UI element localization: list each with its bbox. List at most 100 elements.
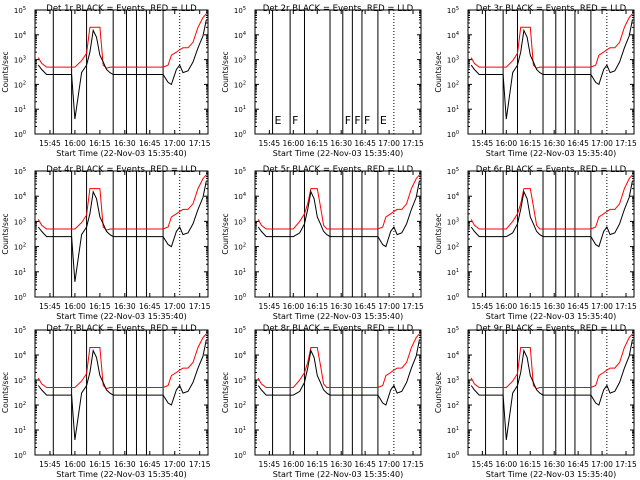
x-tick-label: 15:45	[472, 460, 494, 469]
x-axis-label: Start Time (22-Nov-03 15:35:40)	[486, 149, 616, 158]
chart-panel-4: Det 4r BLACK = Events, RED = LLD 100 101 10…	[1, 165, 211, 321]
y-axis-label: Counts/sec	[221, 372, 230, 413]
y-tick-label: 105	[234, 326, 246, 335]
x-tick-label: 16:00	[64, 139, 86, 148]
y-axis-label: Counts/sec	[434, 213, 443, 254]
x-tick-label: 16:15	[89, 460, 111, 469]
y-tick-label: 104	[447, 351, 459, 360]
y-tick-label: 100	[447, 293, 459, 302]
y-tick-label: 104	[447, 192, 459, 201]
x-tick-label: 17:15	[402, 302, 424, 311]
x-tick-label: 16:00	[282, 139, 304, 148]
y-tick-label: 100	[234, 130, 246, 139]
x-tick-label: 15:45	[39, 139, 61, 148]
chart-title: Det 9r BLACK = Events, RED = LLD	[476, 324, 627, 334]
x-tick-label: 17:00	[164, 302, 186, 311]
series-events-line	[470, 339, 633, 440]
x-tick-label: 16:45	[354, 139, 376, 148]
series-events-line	[470, 19, 633, 120]
y-tick-label: 102	[14, 80, 26, 89]
plot-frame	[34, 329, 209, 456]
flag-label: E	[380, 114, 387, 127]
y-tick-label: 101	[447, 426, 459, 435]
chart-title: Det 8r BLACK = Events, RED = LLD	[263, 324, 414, 334]
y-tick-label: 101	[447, 268, 459, 277]
chart-panel-9: Det 9r BLACK = Events, RED = LLD 100 101 10…	[434, 324, 637, 479]
plot-frame	[254, 170, 422, 298]
flag-label: F	[292, 114, 298, 127]
x-tick-label: 16:15	[306, 139, 328, 148]
x-axis-label: Start Time (22-Nov-03 15:35:40)	[486, 470, 616, 479]
y-tick-label: 102	[447, 401, 459, 410]
x-tick-label: 16:30	[543, 302, 565, 311]
y-tick-label: 105	[234, 167, 246, 176]
x-tick-label: 16:30	[543, 460, 565, 469]
x-tick-label: 16:45	[354, 460, 376, 469]
plot-frame	[467, 170, 635, 298]
y-tick-label: 104	[234, 31, 246, 40]
x-tick-label: 16:00	[495, 460, 517, 469]
y-tick-label: 102	[447, 80, 459, 89]
x-tick-label: 17:15	[402, 460, 424, 469]
x-tick-label: 15:45	[472, 302, 494, 311]
y-tick-label: 103	[14, 56, 26, 65]
x-tick-label: 16:15	[89, 302, 111, 311]
y-tick-label: 101	[234, 426, 246, 435]
y-tick-label: 103	[14, 217, 26, 226]
plot-frame	[34, 9, 209, 135]
x-tick-label: 16:45	[567, 302, 589, 311]
x-axis-label: Start Time (22-Nov-03 15:35:40)	[273, 470, 403, 479]
series-lld-line	[37, 13, 207, 69]
y-tick-label: 103	[234, 56, 246, 65]
y-tick-label: 101	[234, 105, 246, 114]
series-events-line	[257, 180, 420, 248]
x-tick-label: 17:00	[164, 139, 186, 148]
series-lld-line	[470, 13, 633, 69]
y-tick-label: 105	[447, 6, 459, 15]
y-tick-label: 105	[14, 167, 26, 176]
y-tick-label: 101	[14, 426, 26, 435]
y-axis-label: Counts/sec	[434, 51, 443, 92]
x-tick-label: 17:00	[164, 460, 186, 469]
flag-label: F	[354, 114, 360, 127]
y-axis-label: Counts/sec	[1, 372, 10, 413]
y-tick-label: 105	[447, 326, 459, 335]
y-tick-label: 101	[234, 268, 246, 277]
y-tick-label: 100	[14, 293, 26, 302]
series-events-line	[257, 339, 420, 406]
y-tick-label: 104	[234, 192, 246, 201]
x-tick-label: 17:00	[378, 139, 400, 148]
x-tick-label: 16:15	[519, 139, 541, 148]
chart-panel-2: Det 2r BLACK = Events, RED = LLD 100 101 10…	[221, 4, 424, 158]
x-axis-label: Start Time (22-Nov-03 15:35:40)	[273, 149, 403, 158]
x-tick-label: 16:15	[89, 139, 111, 148]
x-tick-label: 15:45	[472, 139, 494, 148]
y-tick-label: 103	[447, 376, 459, 385]
x-axis-label: Start Time (22-Nov-03 15:35:40)	[56, 312, 186, 321]
y-tick-label: 102	[14, 243, 26, 252]
y-tick-label: 103	[447, 56, 459, 65]
series-events-line	[470, 180, 633, 248]
y-tick-label: 100	[234, 293, 246, 302]
x-tick-label: 16:45	[567, 460, 589, 469]
y-tick-label: 105	[14, 326, 26, 335]
plot-frame	[254, 9, 422, 135]
plot-frame	[34, 170, 209, 298]
plot-frame	[467, 9, 635, 135]
x-tick-label: 16:15	[519, 302, 541, 311]
flag-label: E	[275, 114, 282, 127]
x-tick-label: 17:15	[189, 460, 211, 469]
x-tick-label: 16:00	[495, 139, 517, 148]
x-tick-label: 16:30	[114, 460, 136, 469]
series-lld-line	[257, 174, 420, 230]
x-tick-label: 16:45	[139, 302, 161, 311]
y-tick-label: 104	[14, 351, 26, 360]
x-tick-label: 16:15	[519, 460, 541, 469]
x-tick-label: 16:00	[64, 460, 86, 469]
chart-title: Det 6r BLACK = Events, RED = LLD	[476, 165, 627, 175]
x-tick-label: 17:00	[591, 302, 613, 311]
y-tick-label: 103	[447, 217, 459, 226]
chart-panel-6: Det 6r BLACK = Events, RED = LLD 100 101 10…	[434, 165, 637, 321]
flag-label: F	[364, 114, 370, 127]
x-tick-label: 16:00	[282, 302, 304, 311]
